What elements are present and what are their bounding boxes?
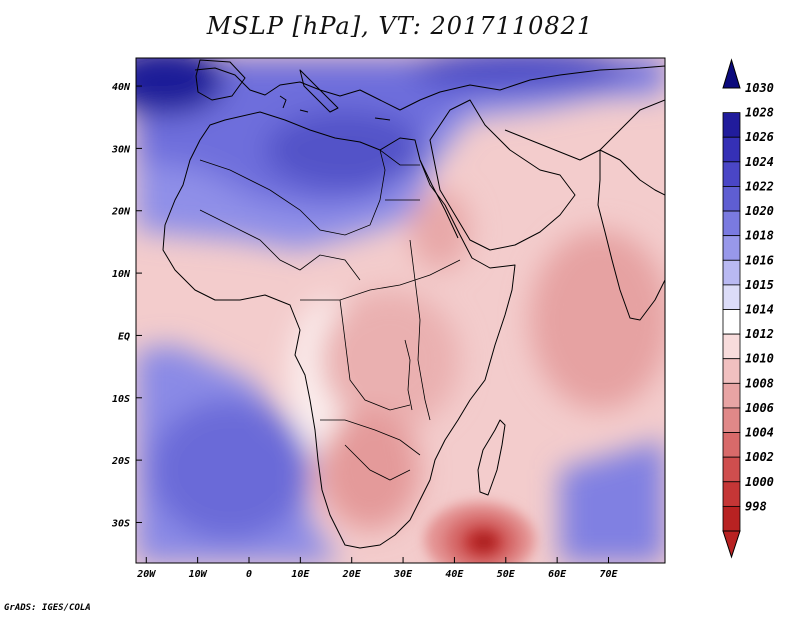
y-tick-label: 20N	[111, 207, 131, 218]
x-tick-label: 70E	[599, 569, 618, 580]
field-south-atlantic-core	[150, 400, 310, 540]
colorbar-label: 1008	[745, 376, 774, 390]
x-axis: 20W 10W 0 10E 20E 30E 40E 50E 60E 70E	[136, 557, 619, 580]
border-east	[409, 239, 431, 421]
x-tick-label: 10E	[291, 569, 310, 580]
colorbar-top-arrow	[722, 58, 741, 89]
colorbar-swatch	[722, 112, 741, 138]
y-tick-label: 30N	[111, 144, 131, 155]
colorbar-label: 1014	[745, 303, 774, 317]
x-tick-label: 40E	[445, 569, 464, 580]
y-tick-label: 30S	[111, 518, 130, 529]
india-coastline	[597, 149, 665, 321]
colorbar: 1030 1028 1026 1024 1022 1020 1018 1016 1015 1014…	[722, 58, 774, 559]
cyclone-core-998	[474, 534, 494, 550]
colorbar-label: 1028	[745, 106, 774, 120]
x-tick-label: 0	[246, 569, 252, 580]
colorbar-swatch	[722, 136, 741, 163]
colorbar-label: 1010	[745, 352, 774, 366]
y-tick-label: EQ	[118, 331, 130, 342]
colorbar-label: 1026	[745, 130, 774, 144]
colorbar-swatch	[722, 358, 741, 384]
field-asia-high	[410, 58, 630, 92]
x-tick-label: 50E	[497, 569, 516, 580]
persian-gulf-coast	[504, 99, 665, 161]
x-tick-label: 30E	[393, 569, 413, 580]
iberia-coastline	[195, 59, 246, 101]
colorbar-label: 1018	[745, 229, 774, 243]
y-tick-label: 20S	[111, 456, 130, 467]
y-tick-label: 40N	[112, 82, 131, 93]
map-frame	[135, 57, 666, 564]
colorbar-swatch	[722, 161, 741, 187]
border-sahara	[199, 149, 386, 236]
colorbar-label: 1020	[745, 204, 774, 218]
x-tick-label: 20E	[342, 569, 362, 580]
colorbar-swatch	[722, 210, 741, 237]
field-atlantic-high	[136, 58, 225, 115]
colorbar-label: 1002	[745, 450, 774, 464]
colorbar-swatch	[722, 284, 741, 310]
colorbar-label: 1016	[745, 253, 774, 267]
field-indian-high	[560, 440, 665, 563]
border-west-africa	[199, 209, 361, 281]
colorbar-label: 1006	[745, 401, 774, 415]
colorbar-label: 1012	[745, 327, 774, 341]
map-title: MSLP [hPa], VT: 2017110821	[206, 12, 594, 40]
colorbar-swatch	[722, 432, 741, 458]
x-tick-label: 60E	[548, 569, 567, 580]
arabia-coastline	[429, 99, 576, 251]
y-tick-label: 10S	[112, 394, 130, 405]
colorbar-swatch	[722, 407, 741, 433]
red-sea-coast	[419, 159, 459, 239]
italy-coastline	[299, 69, 339, 113]
colorbar-label: 1022	[745, 179, 774, 193]
madagascar-coastline	[477, 419, 506, 496]
colorbar-label: 1015	[745, 278, 774, 292]
x-tick-label: 20W	[136, 569, 156, 580]
border-south	[320, 419, 421, 481]
y-tick-label: 10N	[112, 269, 131, 280]
border-lakes	[404, 339, 413, 411]
colorbar-label: 1000	[745, 475, 774, 489]
coastlines	[162, 59, 665, 549]
colorbar-swatch	[722, 505, 741, 532]
colorbar-label: 998	[745, 499, 767, 513]
colorbar-swatch	[722, 333, 741, 360]
x-tick-label: 10W	[189, 569, 208, 580]
border-congo	[339, 299, 411, 411]
colorbar-label: 1024	[745, 155, 774, 169]
field-central-africa-low	[320, 290, 460, 430]
africa-coastline	[162, 111, 516, 549]
field-ethiopia-low	[410, 190, 470, 270]
colorbar-swatch	[722, 259, 741, 286]
colorbar-swatch	[722, 186, 741, 212]
colorbar-label: 1030	[745, 81, 774, 95]
colorbar-swatch	[722, 235, 741, 261]
colorbar-swatch	[722, 481, 741, 507]
colorbar-label: 1004	[745, 426, 774, 440]
colorbar-swatch	[722, 382, 741, 409]
field-arabian-sea-low	[530, 230, 665, 410]
colorbar-swatch	[722, 309, 741, 335]
cyclone	[425, 502, 535, 563]
europe-coastline	[194, 65, 665, 111]
country-borders	[199, 149, 461, 481]
grads-credit: GrADS: IGES/COLA	[4, 603, 91, 613]
med-islands	[279, 95, 391, 121]
border-nile	[379, 149, 420, 201]
y-axis: 40N 30N 20N 10N EQ 10S 20S 30S	[111, 82, 142, 529]
colorbar-bottom-arrow	[722, 530, 741, 559]
colorbar-swatch	[722, 456, 741, 483]
border-central	[300, 259, 461, 301]
pressure-field	[136, 58, 665, 563]
